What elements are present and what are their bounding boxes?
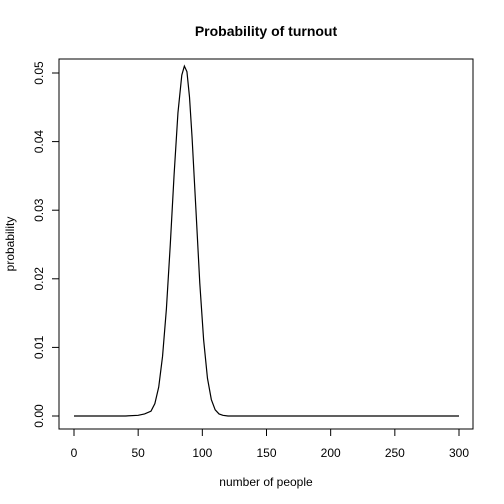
- x-tick-label: 100: [192, 446, 212, 460]
- x-tick-label: 0: [71, 446, 78, 460]
- x-tick-label: 300: [449, 446, 469, 460]
- x-tick-label: 150: [256, 446, 276, 460]
- series-line: [74, 64, 459, 417]
- plot-frame: [58, 58, 474, 430]
- y-tick-label: 0.05: [32, 61, 46, 85]
- y-axis: 0.00 0.01 0.02 0.03 0.04 0.05: [32, 61, 60, 428]
- y-tick-label: 0.00: [32, 404, 46, 428]
- x-tick-label: 250: [385, 446, 405, 460]
- x-axis: 0 50 100 150 200 250 300: [71, 428, 469, 460]
- y-tick-label: 0.03: [32, 198, 46, 222]
- y-axis-label: probability: [3, 217, 17, 272]
- x-tick-label: 50: [131, 446, 145, 460]
- x-axis-label: number of people: [219, 475, 313, 489]
- y-tick-label: 0.02: [32, 267, 46, 291]
- x-tick-label: 200: [321, 446, 341, 460]
- y-tick-label: 0.04: [32, 130, 46, 154]
- chart-title: Probability of turnout: [195, 23, 338, 39]
- y-tick-label: 0.01: [32, 335, 46, 359]
